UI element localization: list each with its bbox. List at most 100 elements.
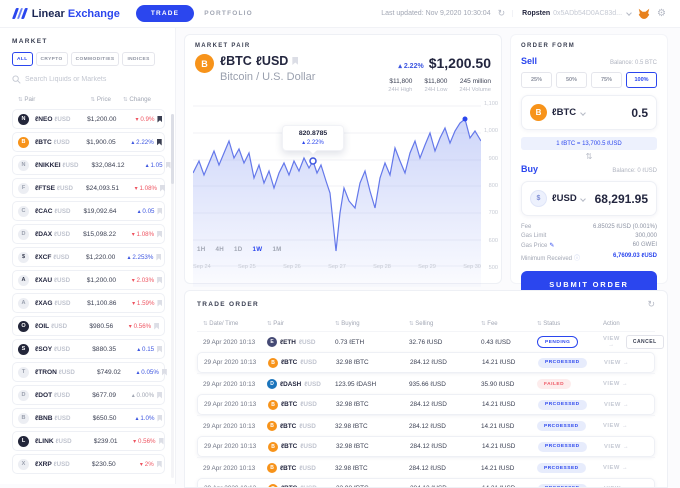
trade-column-header[interactable]: ⇅ Date/ Time	[203, 321, 267, 327]
order-detail-value: 60 GWEI	[633, 242, 657, 249]
metamask-icon[interactable]	[638, 8, 650, 20]
percent-button[interactable]: 25%	[521, 72, 552, 88]
bookmark-icon[interactable]	[156, 254, 161, 261]
trade-column-header[interactable]: ⇅ Selling	[409, 321, 481, 327]
cancel-button[interactable]: CANCEL	[626, 335, 664, 349]
buy-amount-input[interactable]	[590, 192, 648, 206]
time-range-button[interactable]: 1M	[272, 246, 281, 253]
market-row[interactable]: D ℓDOT ℓUSD $677.09 ▴ 0.00%	[12, 385, 165, 405]
x-tick: Sep 27	[328, 264, 346, 270]
view-button[interactable]: VIEW →	[604, 444, 629, 450]
status-badge: PRCOESSED	[537, 421, 586, 431]
nav-portfolio-button[interactable]: PORTFOLIO	[204, 10, 253, 17]
sell-currency-selector[interactable]: ℓBTC	[552, 107, 585, 118]
market-row[interactable]: X ℓXRP ℓUSD $230.50 ▾ 2%	[12, 454, 165, 474]
bookmark-icon[interactable]	[157, 415, 162, 422]
bookmark-icon[interactable]	[157, 231, 162, 238]
bookmark-icon[interactable]	[292, 57, 298, 65]
info-icon[interactable]: ⓘ	[574, 256, 580, 262]
view-button[interactable]: VIEW →	[603, 336, 620, 348]
wallet-selector[interactable]: Ropsten 0x5ADb54D0AC83d...	[512, 10, 631, 17]
sort-change-header[interactable]: ⇅ Change	[111, 96, 151, 103]
market-row[interactable]: B ℓBNB ℓUSD $650.50 ▴ 1.0%	[12, 408, 165, 428]
sort-price-header[interactable]: ⇅ Price	[65, 96, 111, 103]
market-filter-chips: ALL CRYPTO COMMODITIES INDICES	[12, 52, 165, 66]
market-row[interactable]: C ℓCAC ℓUSD $19,092.64 ▴ 0.05	[12, 201, 165, 221]
bookmark-icon[interactable]	[157, 392, 162, 399]
market-row[interactable]: N ℓNIKKEI ℓUSD $32,084.12 ▴ 1.05	[12, 155, 165, 175]
trade-column-header[interactable]: ⇅ Status	[537, 321, 603, 327]
edit-gas-price-icon[interactable]: ✎	[549, 242, 554, 249]
bookmark-icon[interactable]	[160, 185, 165, 192]
trade-column-header[interactable]: ⇅ Fee	[481, 321, 537, 327]
sort-pair-header[interactable]: ⇅ Pair	[18, 96, 65, 103]
market-row[interactable]: F ℓFTSE ℓUSD $24,093.51 ▾ 1.08%	[12, 178, 165, 198]
bookmark-icon[interactable]	[157, 346, 162, 353]
time-range-button[interactable]: 1H	[197, 246, 206, 253]
bookmark-icon[interactable]	[154, 323, 159, 330]
sell-amount-input[interactable]	[590, 106, 648, 120]
bookmark-icon[interactable]	[166, 162, 171, 169]
time-range-button[interactable]: 1W	[253, 246, 263, 253]
market-filter-chip[interactable]: COMMODITIES	[71, 52, 120, 66]
exchange-rate-pill: 1 ℓBTC = 13,700.5 ℓUSD	[521, 137, 657, 150]
bookmark-icon[interactable]	[157, 277, 162, 284]
bookmark-icon[interactable]	[157, 116, 162, 123]
pair-label: ℓNEO ℓUSD	[31, 116, 70, 123]
refresh-icon[interactable]: ↻	[498, 9, 506, 18]
view-button[interactable]: VIEW →	[603, 423, 628, 429]
view-button[interactable]: VIEW →	[603, 465, 628, 471]
market-row[interactable]: L ℓLINK ℓUSD $239.01 ▾ 0.56%	[12, 431, 165, 451]
view-button[interactable]: VIEW →	[603, 381, 628, 387]
percent-button[interactable]: 50%	[556, 72, 587, 88]
scrollbar-thumb[interactable]	[171, 114, 174, 184]
market-row[interactable]: O ℓOIL ℓUSD $980.56 ▾ 0.56%	[12, 316, 165, 336]
search-input[interactable]	[25, 76, 145, 83]
bookmark-icon[interactable]	[157, 300, 162, 307]
market-row[interactable]: B ℓBTC ℓUSD $1,900.05 ▴ 2.22%	[12, 132, 165, 152]
bookmark-icon[interactable]	[157, 139, 162, 146]
view-button[interactable]: VIEW →	[604, 360, 629, 366]
time-range-button[interactable]: 4H	[216, 246, 225, 253]
percent-button[interactable]: 100%	[626, 72, 657, 88]
trade-column-header[interactable]: ⇅ Pair	[267, 321, 335, 327]
scrollbar-track[interactable]	[171, 114, 174, 478]
market-row[interactable]: A ℓXAG ℓUSD $1,100.86 ▾ 1.59%	[12, 293, 165, 313]
trade-column-header[interactable]: ⇅ Buying	[335, 321, 409, 327]
refresh-icon[interactable]: ↻	[647, 300, 655, 309]
settings-gear-icon[interactable]: ⚙	[657, 9, 666, 19]
market-row[interactable]: $ ℓXCF ℓUSD $1,220.00 ▴ 2.253%	[12, 247, 165, 267]
bookmark-icon[interactable]	[159, 438, 164, 445]
sort-icon: ⇅	[537, 321, 542, 327]
market-filter-chip[interactable]: CRYPTO	[36, 52, 68, 66]
order-fee: 14.21 ℓUSD	[481, 423, 537, 430]
market-row[interactable]: S ℓSOY ℓUSD $880.35 ▴ 0.15	[12, 339, 165, 359]
swap-icon[interactable]: ⇅	[521, 153, 657, 161]
time-range-button[interactable]: 1D	[234, 246, 243, 253]
market-row[interactable]: T ℓTRON ℓUSD $749.02 ▴ 0.05%	[12, 362, 165, 382]
percent-button[interactable]: 75%	[591, 72, 622, 88]
bookmark-icon[interactable]	[157, 208, 162, 215]
market-row[interactable]: D ℓDAX ℓUSD $15,098.22 ▾ 1.08%	[12, 224, 165, 244]
market-row[interactable]: N ℓNEO ℓUSD $1,200.00 ▾ 0.9%	[12, 109, 165, 129]
market-filter-chip[interactable]: INDICES	[122, 52, 154, 66]
bookmark-icon[interactable]	[162, 369, 167, 376]
view-button[interactable]: VIEW →	[604, 402, 629, 408]
nav-trade-button[interactable]: TRADE	[136, 5, 194, 22]
coin-icon: B	[18, 413, 29, 424]
market-row[interactable]: A ℓXAU ℓUSD $1,200.00 ▾ 2.03%	[12, 270, 165, 290]
pair-change: ▾ 2.03%	[116, 277, 154, 284]
market-filter-chip[interactable]: ALL	[12, 52, 33, 66]
bookmark-icon[interactable]	[157, 461, 162, 468]
buy-currency-selector[interactable]: ℓUSD	[552, 193, 585, 204]
trade-column-header[interactable]: Action	[603, 321, 649, 327]
